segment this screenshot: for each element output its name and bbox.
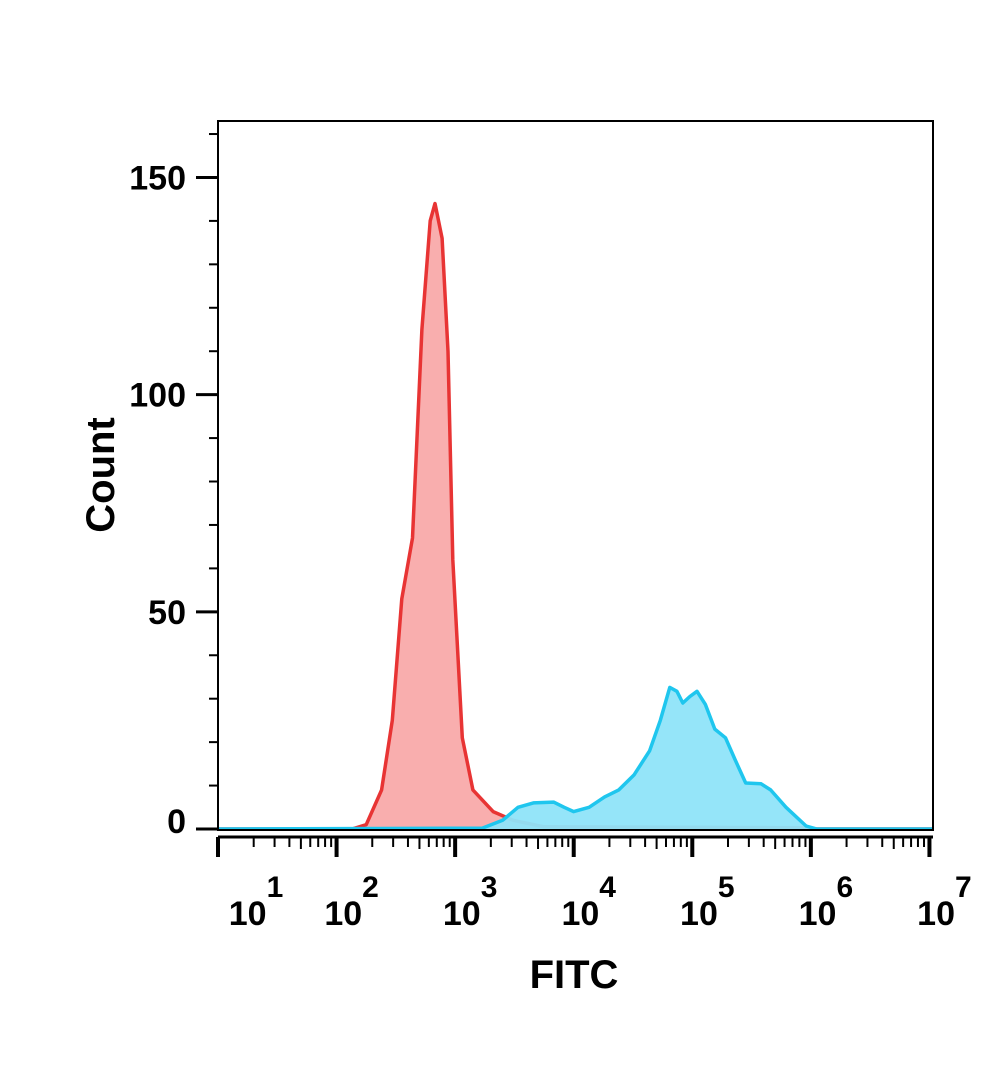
x-tick-label-exponent: 1 xyxy=(267,871,284,904)
x-tick-label: 101 xyxy=(229,871,284,933)
y-tick-label: 50 xyxy=(148,594,186,632)
x-tick-label-exponent: 6 xyxy=(836,871,853,904)
x-tick-label-exponent: 4 xyxy=(599,871,616,904)
y-tick-label: 150 xyxy=(129,159,186,197)
x-tick-label: 104 xyxy=(561,871,616,933)
x-tick-label-base: 10 xyxy=(799,895,837,933)
x-tick-label-exponent: 7 xyxy=(955,871,972,904)
x-tick-label-base: 10 xyxy=(917,895,955,933)
x-tick-label: 102 xyxy=(324,871,379,933)
x-tick-label-base: 10 xyxy=(561,895,599,933)
x-tick-label: 106 xyxy=(799,871,854,933)
x-tick-label-base: 10 xyxy=(680,895,718,933)
x-tick-label-base: 10 xyxy=(324,895,362,933)
y-axis-label: Count xyxy=(79,417,123,533)
x-tick-label-exponent: 5 xyxy=(718,871,735,904)
x-tick-label-exponent: 2 xyxy=(362,871,379,904)
series-layer xyxy=(217,201,933,831)
x-tick-label-base: 10 xyxy=(229,895,267,933)
series-line-stained xyxy=(217,685,933,831)
x-tick-label: 107 xyxy=(917,871,972,933)
y-tick-label: 100 xyxy=(129,377,186,415)
x-axis-label: FITC xyxy=(530,953,619,997)
x-tick-label: 105 xyxy=(680,871,735,933)
x-tick-label-base: 10 xyxy=(443,895,481,933)
x-tick-label-exponent: 3 xyxy=(481,871,498,904)
series-fill-stained xyxy=(218,687,933,829)
x-tick-label: 103 xyxy=(443,871,498,933)
y-tick-label: 0 xyxy=(167,803,186,841)
